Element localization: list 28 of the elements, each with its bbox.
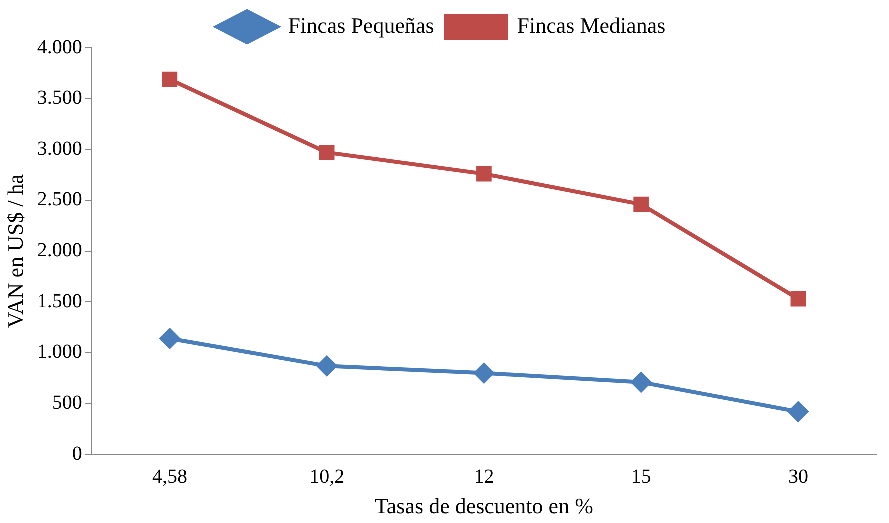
y-tick-label: 1.500 xyxy=(37,290,82,312)
point xyxy=(319,145,335,160)
legend-label: Fincas Medianas xyxy=(517,12,666,38)
x-tick-label: 15 xyxy=(631,466,652,488)
y-axis-title: VAN en US$ / ha xyxy=(2,174,28,328)
point xyxy=(317,356,338,376)
x-tick-label: 4,58 xyxy=(152,466,188,488)
point xyxy=(162,72,178,88)
y-tick-label: 2.500 xyxy=(37,188,82,211)
x-tick-label: 12 xyxy=(474,466,494,488)
x-axis-title: Tasas de descuento en % xyxy=(375,494,594,519)
x-tick-label: 30 xyxy=(788,466,808,488)
y-tick-label: 500 xyxy=(52,392,82,414)
point xyxy=(788,402,808,422)
y-tick-label: 1.000 xyxy=(37,341,82,364)
x-tick-label: 10,2 xyxy=(310,466,345,488)
y-tick-label: 4.000 xyxy=(37,36,82,58)
y-tick-label: 2.000 xyxy=(37,240,82,262)
point xyxy=(790,291,806,307)
point xyxy=(631,372,652,392)
y-tick-label: 3.000 xyxy=(37,138,82,160)
point xyxy=(160,328,180,349)
y-tick-label: 3.500 xyxy=(37,87,82,110)
y-tick-label: 0 xyxy=(72,442,82,465)
legend-label: Fincas Pequeñas xyxy=(288,12,434,38)
point xyxy=(474,363,494,384)
point xyxy=(634,196,649,212)
point xyxy=(476,166,492,182)
